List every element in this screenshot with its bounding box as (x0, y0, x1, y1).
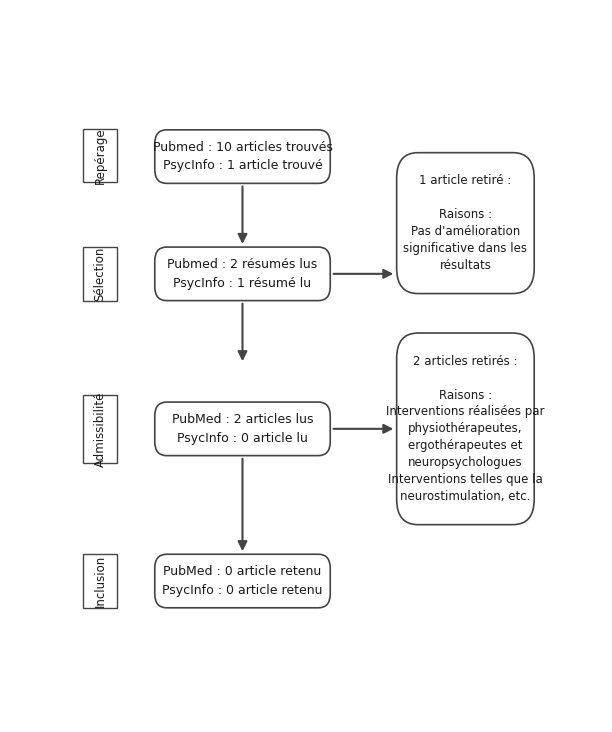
Text: Sélection: Sélection (94, 247, 106, 301)
Text: Pas d'amélioration: Pas d'amélioration (411, 225, 520, 238)
Text: ergothérapeutes et: ergothérapeutes et (408, 439, 523, 452)
Text: Raisons :: Raisons : (439, 389, 492, 402)
Text: Pubmed : 10 articles trouvés: Pubmed : 10 articles trouvés (152, 141, 332, 154)
Text: Inclusion: Inclusion (94, 555, 106, 607)
Text: PsycInfo : 1 article trouvé: PsycInfo : 1 article trouvé (163, 160, 323, 173)
Text: significative dans les: significative dans les (403, 242, 528, 255)
Text: 1 article retiré :: 1 article retiré : (419, 174, 512, 187)
Text: 2 articles retirés :: 2 articles retirés : (413, 355, 518, 367)
Text: PubMed : 2 articles lus: PubMed : 2 articles lus (172, 413, 313, 426)
Text: Interventions réalisées par: Interventions réalisées par (386, 406, 545, 419)
FancyBboxPatch shape (397, 333, 534, 525)
Text: Pubmed : 2 résumés lus: Pubmed : 2 résumés lus (167, 258, 318, 271)
Text: PsycInfo : 0 article retenu: PsycInfo : 0 article retenu (162, 584, 323, 597)
Text: Interventions telles que la: Interventions telles que la (388, 473, 543, 486)
FancyBboxPatch shape (155, 130, 330, 184)
Text: PsycInfo : 0 article lu: PsycInfo : 0 article lu (177, 432, 308, 444)
Text: résultats: résultats (439, 259, 491, 272)
Text: neurostimulation, etc.: neurostimulation, etc. (400, 490, 531, 503)
FancyBboxPatch shape (83, 247, 118, 301)
Text: Admissibilité: Admissibilité (94, 391, 106, 466)
Text: Repérage: Repérage (94, 127, 106, 184)
Text: neuropsychologues: neuropsychologues (408, 456, 523, 469)
Text: Raisons :: Raisons : (439, 208, 492, 221)
FancyBboxPatch shape (83, 129, 118, 182)
Text: PsycInfo : 1 résumé lu: PsycInfo : 1 résumé lu (173, 277, 312, 290)
FancyBboxPatch shape (397, 153, 534, 294)
FancyBboxPatch shape (155, 554, 330, 608)
FancyBboxPatch shape (83, 554, 118, 608)
Text: physiothérapeutes,: physiothérapeutes, (408, 422, 523, 436)
FancyBboxPatch shape (155, 402, 330, 455)
FancyBboxPatch shape (155, 247, 330, 301)
FancyBboxPatch shape (83, 395, 118, 463)
Text: PubMed : 0 article retenu: PubMed : 0 article retenu (163, 565, 322, 578)
